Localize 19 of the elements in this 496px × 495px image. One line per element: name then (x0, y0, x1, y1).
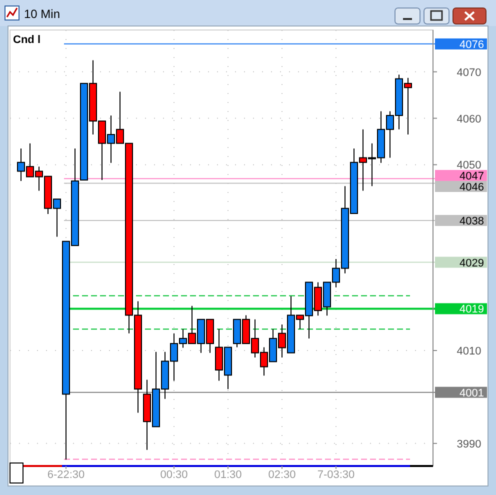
y-tick-label: 4010 (456, 346, 482, 358)
x-tick-label: 00:30 (160, 469, 188, 481)
x-tick-label: 6-22:30 (47, 469, 85, 481)
x-tick-label: 02:30 (268, 469, 296, 481)
chart-title: 10 Min (24, 7, 60, 21)
ref-line-label: 4076 (460, 38, 484, 51)
y-tick-label: 4050 (456, 160, 482, 172)
y-tick-label: 4060 (456, 113, 482, 126)
y-tick-label: 4070 (456, 66, 482, 79)
ref-line-label: 4046 (460, 181, 484, 194)
ref-line-label: 4029 (460, 257, 484, 270)
ref-line-label: 4047 (460, 170, 484, 182)
ref-line-label: 4001 (460, 387, 484, 400)
x-tick-label: 01:30 (214, 469, 242, 481)
annotation: Cnd l (13, 34, 40, 46)
ref-line-label: 4019 (460, 304, 484, 316)
x-tick-label: 7-03:30 (317, 469, 355, 481)
ref-line-label: 4038 (460, 215, 484, 228)
y-tick-label: 3990 (456, 438, 482, 450)
